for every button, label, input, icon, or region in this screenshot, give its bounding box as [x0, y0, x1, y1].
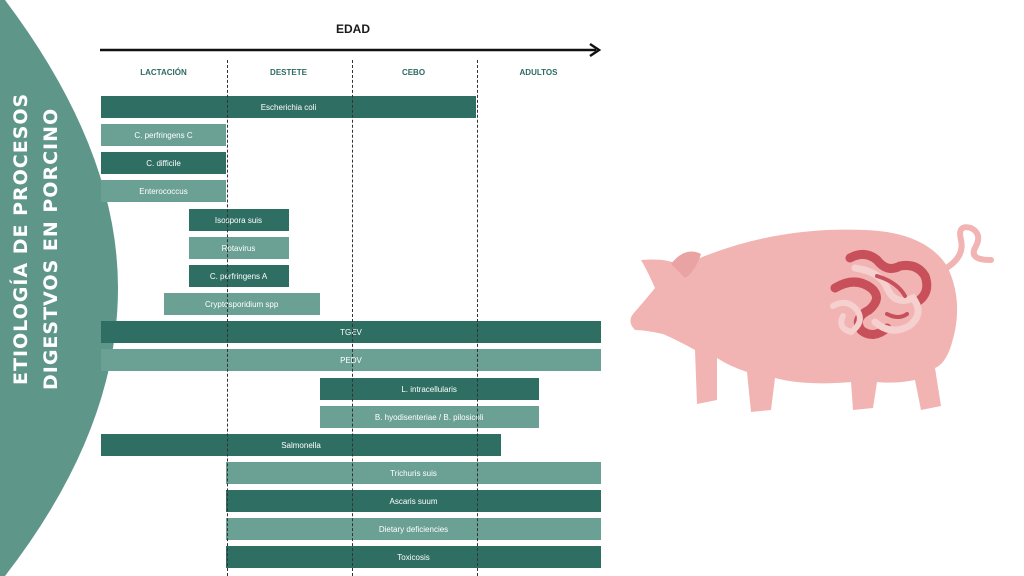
etiology-bar: L. intracellularis: [319, 378, 539, 400]
stage-label-lactacion: LACTACIÓN: [140, 68, 187, 77]
etiology-bar: Toxicosis: [226, 546, 601, 568]
etiology-bar: Escherichia coli: [101, 96, 476, 118]
etiology-bar: C. perfringens A: [188, 265, 289, 287]
etiology-bar: PEDV: [101, 349, 601, 371]
stage-label-adultos: ADULTOS: [519, 68, 558, 77]
etiology-bar-label: C. perfringens A: [209, 271, 268, 281]
etiology-bar-label: Isospora suis: [214, 215, 263, 225]
etiology-bar: Trichuris suis: [226, 462, 601, 484]
etiology-bar: Salmonella: [101, 434, 501, 456]
etiology-bar-label: C. difficile: [146, 158, 181, 168]
etiology-bar-label: L. intracellularis: [401, 384, 457, 394]
etiology-bar-label: Cryptosporidium spp: [204, 299, 279, 309]
etiology-bar: C. perfringens C: [101, 124, 226, 146]
etiology-bar-label: Toxicosis: [397, 552, 430, 562]
etiology-bar-label: C. perfringens C: [134, 130, 193, 140]
stage-label-cebo: CEBO: [401, 68, 426, 77]
etiology-bar-label: PEDV: [340, 355, 362, 365]
side-panel-shape: [0, 0, 118, 576]
side-title-line-2: DIGESTVOS EN PORCINO: [40, 107, 62, 390]
etiology-bar-label: TGEV: [340, 327, 362, 337]
pig-illustration: [630, 224, 994, 412]
etiology-bar: Cryptosporidium spp: [163, 293, 320, 315]
etiology-bar-label: Trichuris suis: [390, 468, 437, 478]
etiology-bar: B. hyodisenteriae / B. pilosicoli: [319, 406, 539, 428]
etiology-bar-label: Dietary deficiencies: [378, 524, 449, 534]
stage-label-destete: DESTETE: [270, 68, 307, 77]
etiology-bar-label: Escherichia coli: [260, 102, 317, 112]
etiology-bar: C. difficile: [101, 152, 226, 174]
etiology-bar-label: Salmonella: [281, 440, 321, 450]
etiology-bar: Isospora suis: [188, 209, 289, 231]
etiology-bar-label: Enterococcus: [139, 186, 188, 196]
age-axis-arrow: [100, 42, 602, 58]
etiology-bar: Rotavirus: [188, 237, 289, 259]
etiology-bar: Enterococcus: [101, 180, 226, 202]
etiology-bar-label: Rotavirus: [221, 243, 256, 253]
stage-divider: [352, 60, 353, 576]
etiology-bar: TGEV: [101, 321, 601, 343]
axis-title: EDAD: [336, 22, 371, 36]
etiology-bar-label: B. hyodisenteriae / B. pilosicoli: [374, 412, 484, 422]
stage-divider: [227, 60, 228, 576]
etiology-bar: Dietary deficiencies: [226, 518, 601, 540]
stage-divider: [477, 60, 478, 576]
side-title-line-1: ETIOLOGÍA DE PROCESOS: [10, 92, 32, 385]
etiology-bar: Ascaris suum: [226, 490, 601, 512]
etiology-bar-label: Ascaris suum: [389, 496, 438, 506]
